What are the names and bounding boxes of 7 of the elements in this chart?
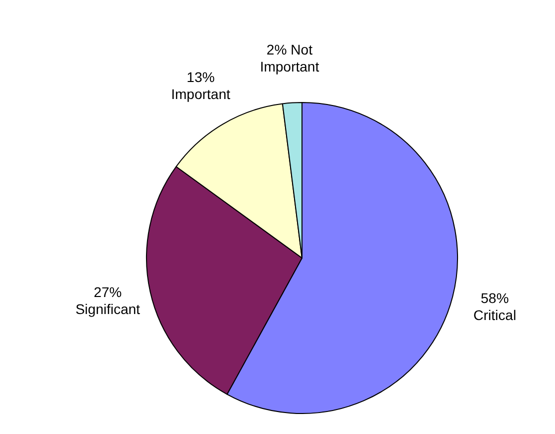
data-label: 13%: [186, 69, 215, 86]
slice-label: Significant: [75, 300, 140, 317]
data-label: 27%: [94, 284, 122, 300]
slice-label: Important: [171, 86, 230, 102]
slice-label: 2% Not Important: [260, 42, 320, 75]
data-label: 58%: [480, 290, 509, 306]
slice-label: Critical: [473, 306, 516, 323]
